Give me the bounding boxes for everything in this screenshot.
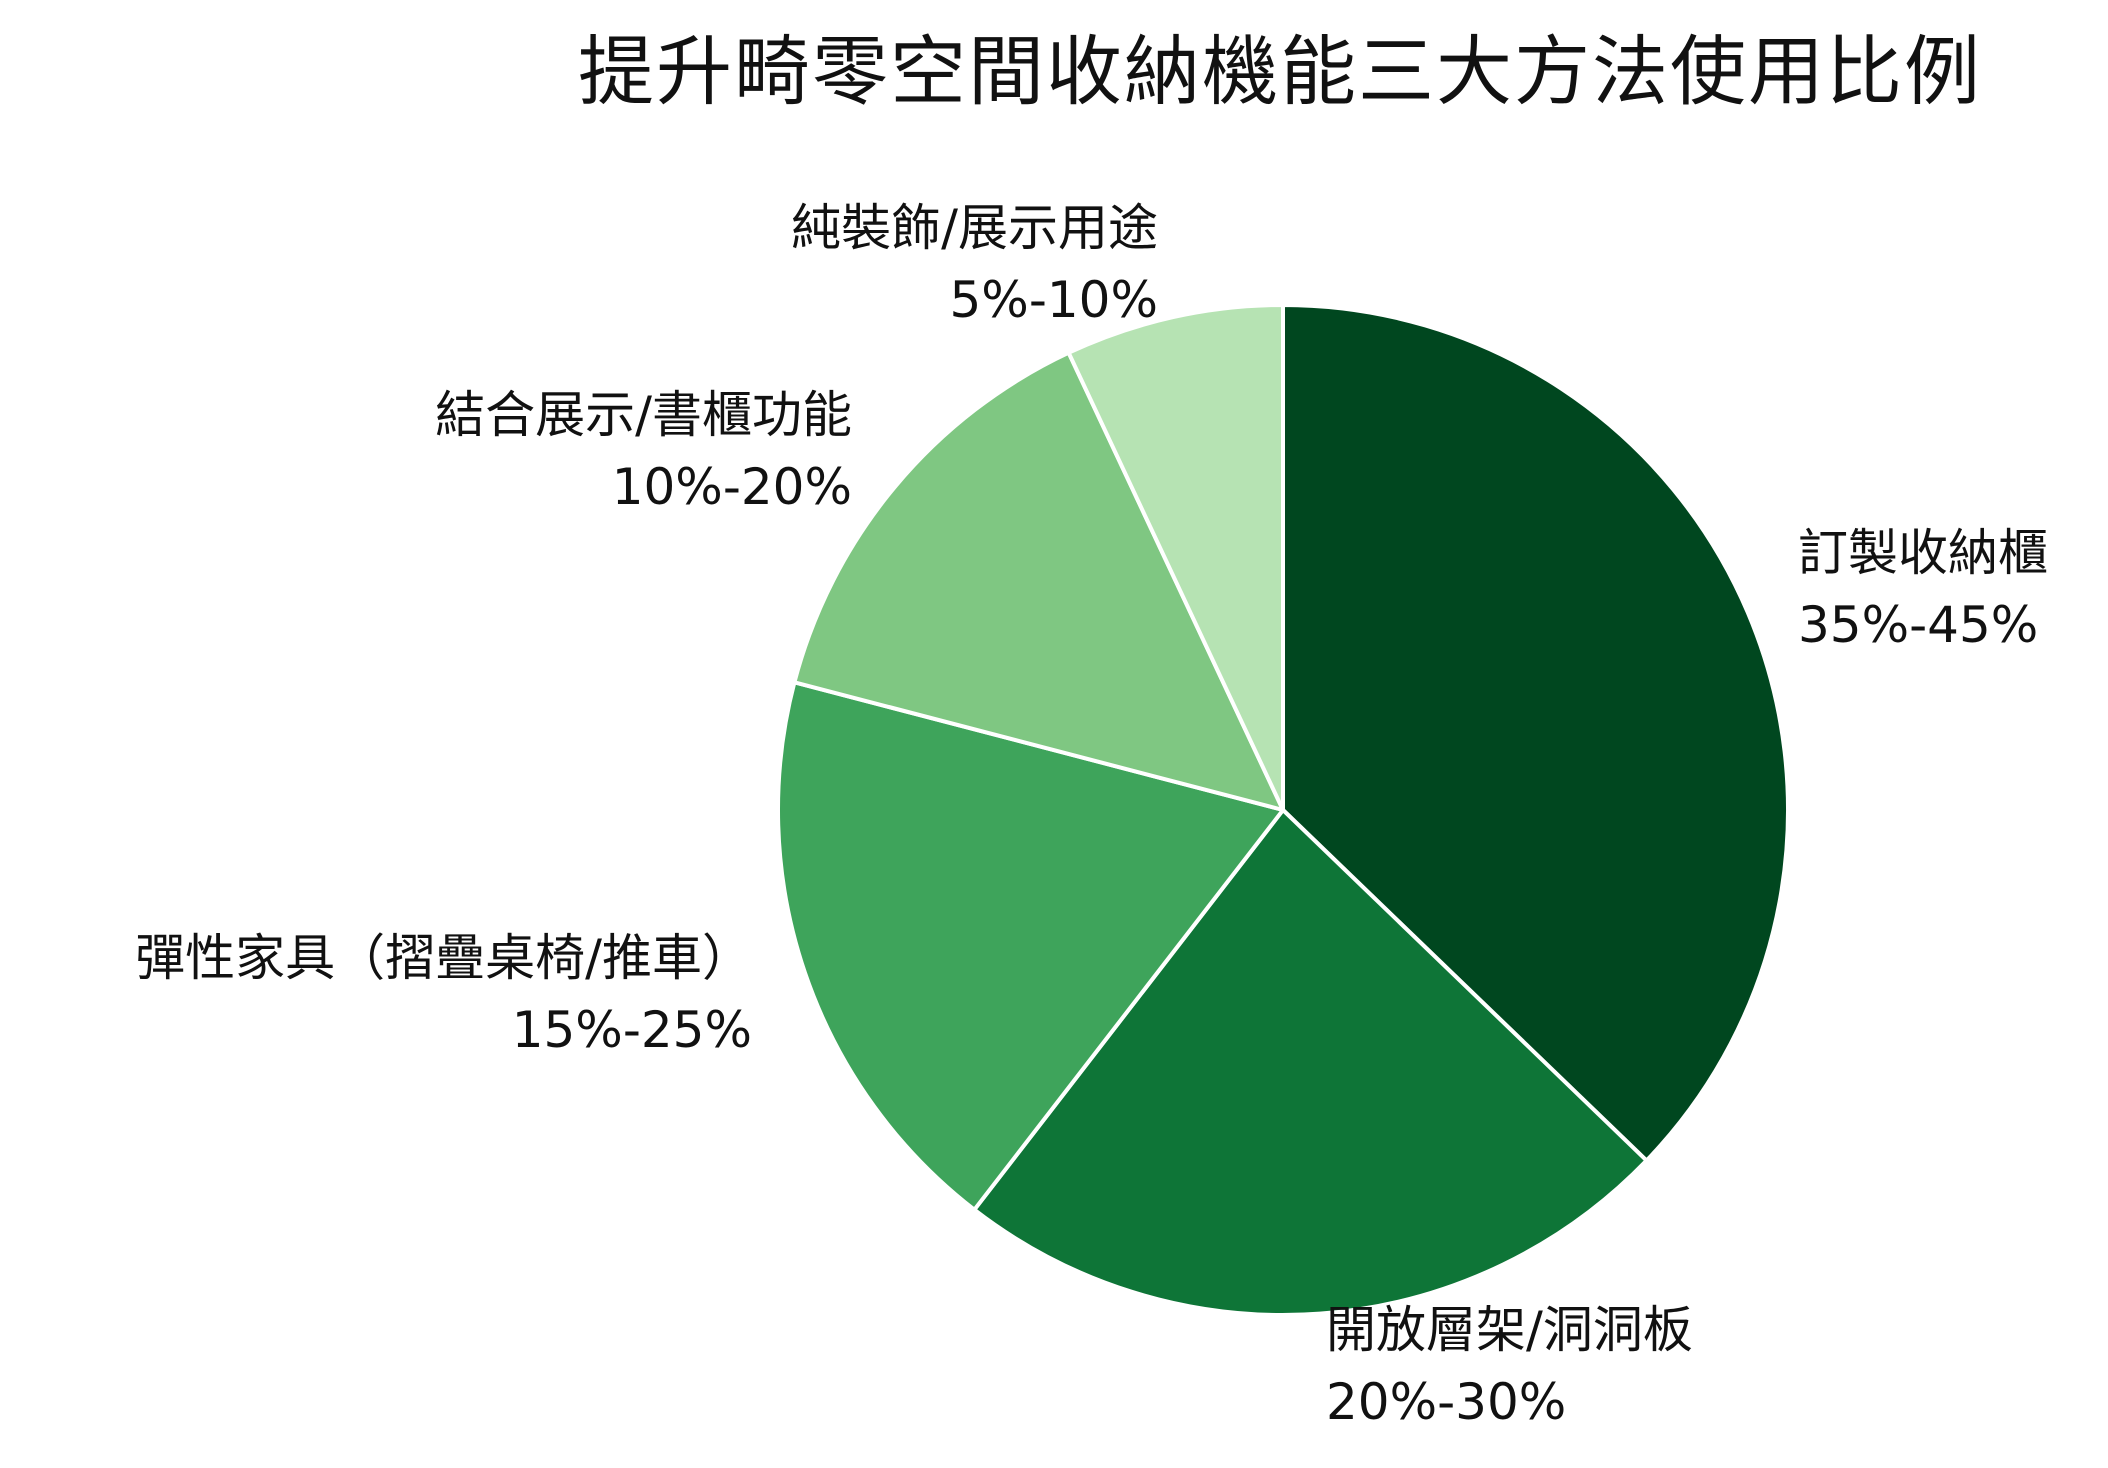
- chart-title: 提升畸零空間收納機能三大方法使用比例: [578, 27, 1982, 116]
- slice-label-open-shelf: 開放層架/洞洞板: [1326, 1301, 1693, 1359]
- pie-slices: [775, 303, 1791, 1318]
- slice-decorative-display: [1066, 303, 1285, 812]
- pie-labels: 訂製收納櫃 35%-45% 開放層架/洞洞板 20%-30% 彈性家具（摺疊桌椅/推車）…: [135, 199, 2048, 1431]
- slice-custom-cabinet: [1281, 303, 1791, 1163]
- slice-percent-decorative-display: 5%-10%: [950, 271, 1159, 329]
- slice-flexible-furniture: [775, 680, 1285, 1212]
- slice-percent-flexible-furniture: 15%-25%: [512, 1001, 752, 1059]
- slice-percent-open-shelf: 20%-30%: [1326, 1373, 1566, 1431]
- slice-label-display-bookcase: 結合展示/書櫃功能: [435, 386, 852, 444]
- slice-label-decorative-display: 純裝飾/展示用途: [791, 199, 1158, 257]
- slice-percent-display-bookcase: 10%-20%: [612, 458, 852, 516]
- slice-open-shelf: [972, 808, 1649, 1318]
- slice-label-flexible-furniture: 彈性家具（摺疊桌椅/推車）: [135, 929, 752, 987]
- slice-percent-custom-cabinet: 35%-45%: [1798, 596, 2038, 654]
- slice-display-bookcase: [792, 350, 1285, 812]
- slice-label-custom-cabinet: 訂製收納櫃: [1798, 524, 2048, 582]
